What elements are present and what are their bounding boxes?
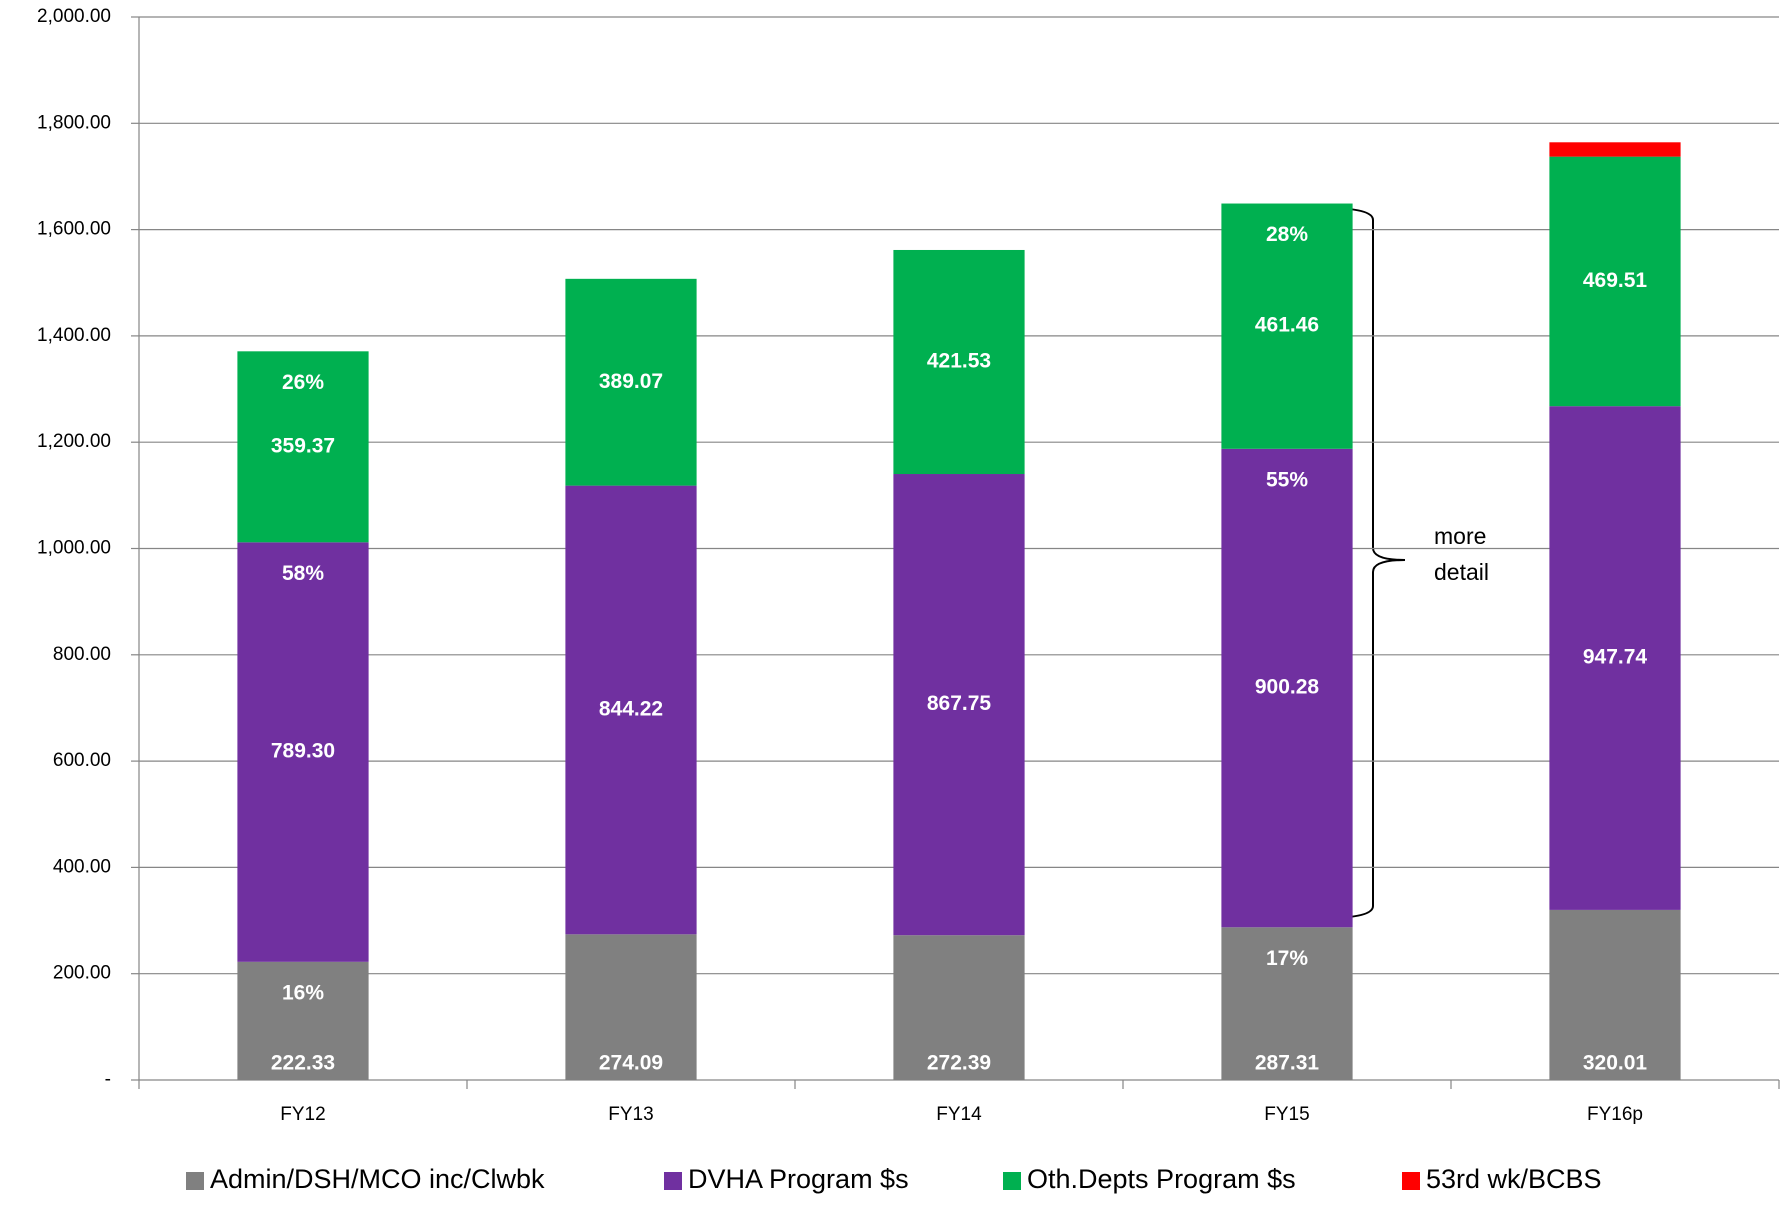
y-tick-label: - bbox=[105, 1069, 111, 1090]
x-tick-label: FY13 bbox=[608, 1104, 653, 1125]
x-tick-label: FY15 bbox=[1264, 1104, 1309, 1125]
data-label: 389.07 bbox=[599, 370, 663, 393]
y-tick-label: 200.00 bbox=[53, 963, 111, 984]
data-label: 844.22 bbox=[599, 698, 663, 721]
percent-label: 28% bbox=[1266, 223, 1308, 246]
x-tick-label: FY14 bbox=[936, 1104, 982, 1125]
data-label: 947.74 bbox=[1583, 646, 1648, 669]
bar-segment bbox=[565, 485, 697, 935]
bar-segment bbox=[1221, 448, 1353, 928]
y-tick-label: 1,800.00 bbox=[37, 112, 111, 133]
bar-segment bbox=[565, 934, 697, 1080]
legend-label: Oth.Depts Program $s bbox=[1027, 1164, 1296, 1194]
data-label: 867.75 bbox=[927, 692, 992, 715]
y-tick-label: 1,000.00 bbox=[37, 538, 111, 559]
y-tick-label: 1,600.00 bbox=[37, 219, 111, 240]
y-tick-label: 800.00 bbox=[53, 644, 111, 665]
data-label: 222.33 bbox=[271, 1052, 335, 1075]
bar-segment bbox=[237, 961, 369, 1080]
bar-segment bbox=[1221, 927, 1353, 1080]
y-tick-label: 1,200.00 bbox=[37, 431, 111, 452]
y-tick-label: 1,400.00 bbox=[37, 325, 111, 346]
percent-label: 55% bbox=[1266, 468, 1308, 491]
brace bbox=[1324, 207, 1406, 919]
data-label: 900.28 bbox=[1255, 676, 1320, 699]
data-label: 421.53 bbox=[927, 350, 991, 373]
percent-label: 17% bbox=[1266, 947, 1308, 970]
data-label: 320.01 bbox=[1583, 1052, 1648, 1075]
bar-segment bbox=[893, 249, 1025, 475]
data-label: 469.51 bbox=[1583, 269, 1648, 292]
bar-segment bbox=[1221, 203, 1353, 449]
data-label: 272.39 bbox=[927, 1052, 991, 1075]
percent-label: 58% bbox=[282, 562, 324, 585]
legend-swatch bbox=[1402, 1172, 1420, 1190]
annotation: more bbox=[1434, 523, 1486, 549]
bar-segment bbox=[237, 542, 369, 962]
percent-label: 26% bbox=[282, 371, 324, 394]
bar-segment bbox=[893, 935, 1025, 1080]
data-label: 789.30 bbox=[271, 740, 335, 763]
data-label: 274.09 bbox=[599, 1052, 663, 1075]
legend-label: DVHA Program $s bbox=[688, 1164, 909, 1194]
bar-segment bbox=[1549, 156, 1681, 407]
bar-segment bbox=[1549, 909, 1681, 1080]
bar-segment bbox=[237, 351, 369, 543]
legend-label: 53rd wk/BCBS bbox=[1426, 1164, 1602, 1194]
y-tick-label: 400.00 bbox=[53, 856, 111, 877]
bar-segment bbox=[1549, 142, 1681, 157]
y-tick-label: 2,000.00 bbox=[37, 6, 111, 27]
legend-swatch bbox=[186, 1172, 204, 1190]
legend-label: Admin/DSH/MCO inc/Clwbk bbox=[210, 1164, 545, 1194]
x-tick-label: FY12 bbox=[280, 1104, 325, 1125]
annotation: detail bbox=[1434, 559, 1489, 585]
legend-swatch bbox=[1003, 1172, 1021, 1190]
legend-swatch bbox=[664, 1172, 682, 1190]
data-label: 287.31 bbox=[1255, 1052, 1320, 1075]
x-tick-label: FY16p bbox=[1587, 1104, 1643, 1125]
data-label: 359.37 bbox=[271, 434, 335, 457]
bar-segment bbox=[893, 474, 1025, 936]
bar-segment bbox=[1549, 406, 1681, 910]
percent-label: 16% bbox=[282, 981, 324, 1004]
bar-segment bbox=[565, 278, 697, 486]
data-label: 461.46 bbox=[1255, 314, 1319, 337]
y-tick-label: 600.00 bbox=[53, 750, 111, 771]
